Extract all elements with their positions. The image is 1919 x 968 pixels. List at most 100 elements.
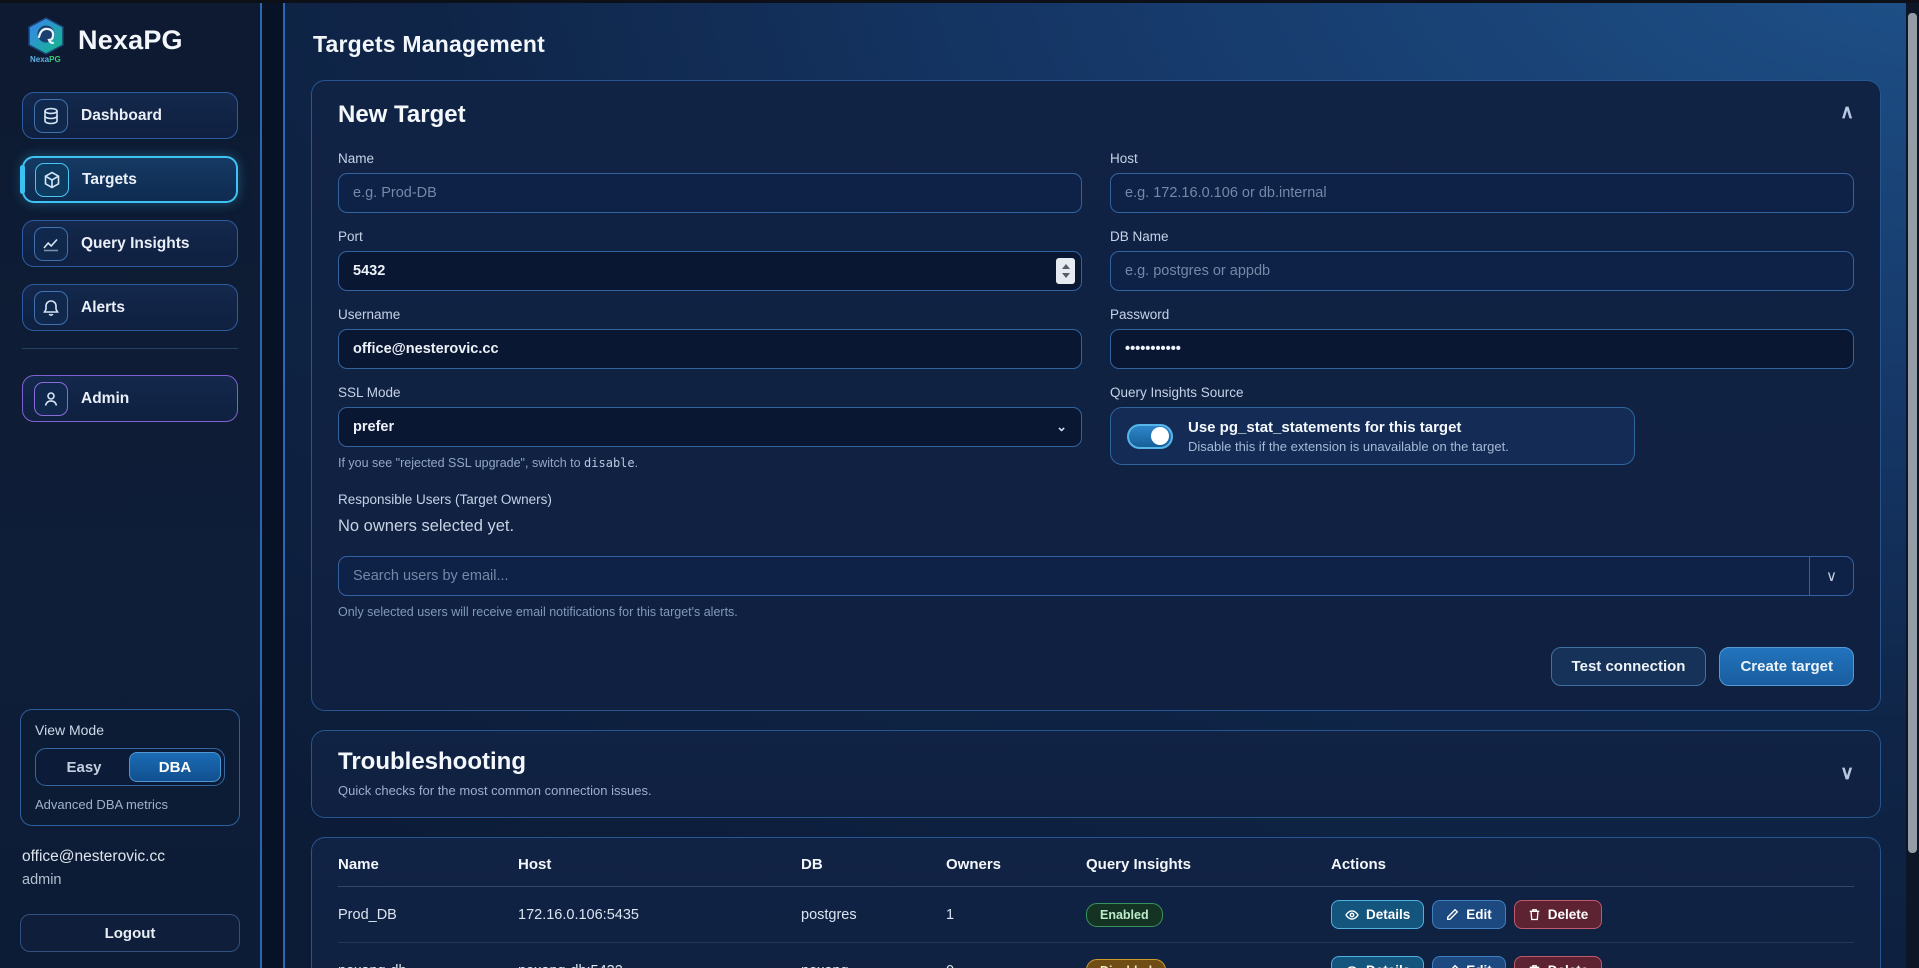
cell-db: postgres [801,886,946,943]
password-input[interactable] [1110,329,1854,369]
view-mode-caption: Advanced DBA metrics [35,797,168,812]
port-input[interactable] [338,251,1082,291]
host-input[interactable] [1110,173,1854,213]
sidebar-item-targets[interactable]: Targets [20,156,238,203]
chart-icon [34,226,68,261]
username-input[interactable] [338,329,1082,369]
sidebar-item-label: Admin [81,389,130,407]
view-mode-option-easy[interactable]: Easy [66,758,102,776]
pg-stat-statements-toggle[interactable] [1127,423,1173,449]
delete-button[interactable]: Delete [1513,956,1603,968]
pencil-icon [1452,964,1459,968]
sidebar-main-gutter [260,3,285,968]
cell-owners: 1 [946,886,1086,943]
delete-button[interactable]: Delete [1513,900,1603,929]
user-icon [34,381,68,416]
chevron-down-icon: ∨ [1826,568,1837,585]
cell-db: nexapg [801,942,946,968]
cell-owners: 0 [946,942,1086,968]
qis-toggle-subtitle: Disable this if the extension is unavail… [1188,438,1509,454]
db-name-label: DB Name [1110,229,1169,244]
svg-text:NexaPG: NexaPG [30,55,61,64]
bell-icon [34,290,68,325]
chevron-down-icon: ⌄ [1056,419,1067,434]
name-input[interactable] [338,173,1082,213]
ssl-mode-value: prefer [353,419,395,435]
table-row: Prod_DB 172.16.0.106:5435 postgres 1 Ena… [338,886,1854,943]
qis-toggle-title: Use pg_stat_statements for this target [1188,418,1462,436]
password-label: Password [1110,307,1170,322]
details-button[interactable]: Details [1331,956,1425,968]
cell-name: nexapg-db [338,942,518,968]
logout-button[interactable]: Logout [20,914,240,952]
user-email: office@nesterovic.cc [22,848,165,865]
cell-host: nexapg-db:5432 [518,942,801,968]
app-name: NexaPG [78,25,183,55]
edit-button[interactable]: Edit [1432,900,1506,929]
owners-label: Responsible Users (Target Owners) [338,492,552,507]
create-target-button[interactable]: Create target [1719,647,1854,686]
sidebar-divider [22,348,238,349]
stepper-up-icon[interactable] [1061,264,1070,269]
details-button[interactable]: Details [1331,900,1425,929]
troubleshooting-card[interactable]: Troubleshooting Quick checks for the mos… [311,730,1881,818]
troubleshooting-title: Troubleshooting [338,748,526,775]
user-role: admin [22,872,62,888]
col-header-owners: Owners [946,840,1086,887]
number-stepper[interactable] [1056,258,1075,284]
targets-table: Name Host DB Owners Query Insights Actio… [338,840,1854,968]
scrollbar-thumb[interactable] [1908,13,1917,853]
ssl-mode-note: If you see "rejected SSL upgrade", switc… [338,456,639,470]
col-header-name: Name [338,840,518,887]
test-connection-button[interactable]: Test connection [1550,647,1707,686]
col-header-actions: Actions [1331,840,1854,887]
view-mode-label: View Mode [35,722,105,738]
pencil-icon [1447,908,1459,920]
status-badge: Enabled [1086,902,1163,927]
sidebar-item-query-insights[interactable]: Query Insights [22,220,238,267]
sidebar-item-dashboard[interactable]: Dashboard [22,92,238,139]
stepper-down-icon[interactable] [1061,273,1070,278]
nexapg-logo-icon: NexaPG [28,17,64,64]
db-name-input[interactable] [1110,251,1854,291]
sidebar-nav: Dashboard Targets Quer [0,80,260,439]
sidebar-item-admin[interactable]: Admin [22,375,238,422]
vertical-scrollbar[interactable] [1906,3,1919,968]
cube-icon [35,162,69,197]
cell-name: Prod_DB [338,886,518,943]
page-title: Targets Management [313,31,545,57]
sidebar-item-label: Alerts [81,298,125,316]
targets-table-card: Name Host DB Owners Query Insights Actio… [311,837,1881,968]
owner-search-input[interactable] [338,556,1854,596]
database-icon [34,98,68,133]
view-mode-panel: View Mode Easy DBA Advanced DBA metrics [20,709,240,826]
expand-chevron-icon[interactable]: ∨ [1840,762,1854,784]
main-content: Targets Management New Target ∧ Name Hos… [285,3,1919,968]
ssl-mode-label: SSL Mode [338,385,401,400]
sidebar-item-alerts[interactable]: Alerts [22,284,238,331]
table-header-row: Name Host DB Owners Query Insights Actio… [338,840,1854,887]
troubleshooting-subtitle: Quick checks for the most common connect… [338,783,652,798]
owner-search: ∨ [338,556,1854,596]
collapse-chevron-icon[interactable]: ∧ [1840,102,1854,123]
ssl-mode-select[interactable]: prefer ⌄ [338,407,1082,447]
new-target-title: New Target [338,101,466,128]
owner-dropdown-button[interactable]: ∨ [1809,557,1853,595]
edit-button[interactable]: Edit [1432,956,1506,968]
col-header-db: DB [801,840,946,887]
eye-icon [1345,909,1359,920]
col-header-host: Host [518,840,801,887]
view-mode-option-dba[interactable]: DBA [129,752,221,782]
status-badge: Disabled [1086,958,1167,968]
eye-icon [1347,965,1357,968]
view-mode-switch: Easy DBA [35,748,225,786]
username-label: Username [338,307,401,322]
trash-icon [1529,909,1540,921]
sidebar-item-label: Query Insights [81,234,190,252]
trash-icon [1529,965,1540,968]
owners-empty-text: No owners selected yet. [338,517,515,535]
new-target-card: New Target ∧ Name Host Port [311,80,1881,711]
owners-helper-text: Only selected users will receive email n… [338,605,738,619]
query-insights-source-label: Query Insights Source [1110,385,1244,400]
sidebar-item-label: Dashboard [81,106,162,124]
